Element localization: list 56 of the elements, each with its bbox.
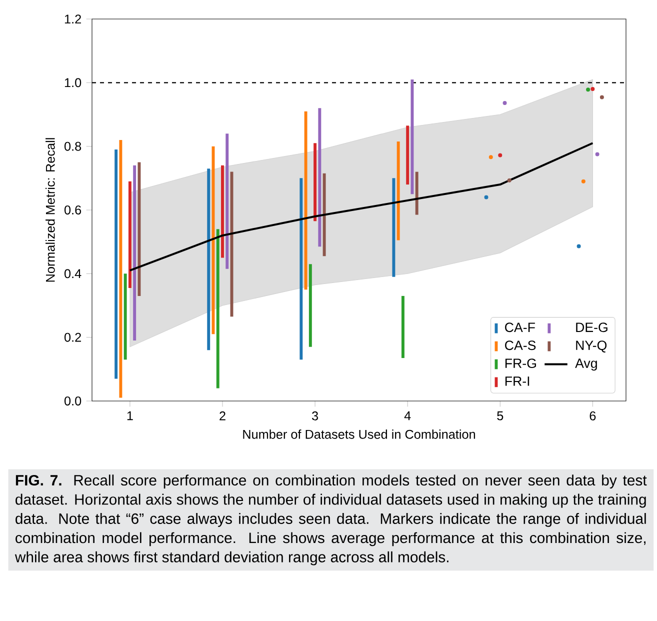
y-tick-label: 0.4 bbox=[64, 269, 82, 278]
bar bbox=[308, 264, 312, 347]
bar bbox=[124, 274, 127, 360]
point bbox=[502, 101, 507, 106]
bar bbox=[318, 108, 322, 247]
y-tick-label: 0.8 bbox=[64, 142, 82, 151]
bar bbox=[396, 142, 400, 240]
point bbox=[595, 152, 600, 156]
point bbox=[590, 87, 595, 92]
x-tick-label: 4 bbox=[404, 411, 411, 420]
bar bbox=[304, 111, 308, 290]
bar bbox=[221, 165, 224, 258]
bar bbox=[128, 181, 132, 288]
legend-label: FR-G bbox=[505, 358, 536, 368]
legend-label: DE-G bbox=[576, 322, 608, 332]
bar bbox=[415, 172, 418, 215]
point bbox=[600, 95, 604, 100]
point bbox=[581, 179, 586, 184]
bar bbox=[114, 150, 118, 379]
bar bbox=[216, 229, 220, 388]
y-tick-label: 1.2 bbox=[64, 14, 81, 24]
point bbox=[507, 178, 512, 182]
text: FIG. 7. Recall score performance on combination models tested on never seen data by test dataset. Horizontal axis shows the number of individual datasets used in making up the training data. Note that “6” case always includes seen data. Markers indicate the range of individual combination model performance. Line shows average performance at this combination size, while area shows first standard deviation range across all models. bbox=[14, 474, 647, 566]
point bbox=[576, 244, 581, 248]
bar bbox=[401, 296, 404, 358]
point bbox=[498, 153, 502, 158]
x-axis-title: Number of Datasets Used in Combination bbox=[243, 430, 476, 439]
y-tick-label: 0.2 bbox=[64, 332, 81, 342]
y-axis-title: Normalized Metric: Recall bbox=[46, 138, 55, 282]
bar bbox=[300, 178, 303, 360]
x-tick-label: 6 bbox=[590, 411, 596, 420]
point bbox=[488, 155, 493, 160]
bar bbox=[207, 168, 210, 350]
x-tick-label: 2 bbox=[220, 411, 226, 420]
y-tick-label: 0.6 bbox=[64, 206, 82, 214]
bar bbox=[410, 79, 414, 194]
bar bbox=[392, 178, 396, 277]
bar bbox=[322, 173, 326, 256]
legend-label: NY-Q bbox=[576, 340, 607, 352]
point bbox=[586, 88, 590, 92]
x-tick-label: 3 bbox=[312, 411, 318, 420]
y-tick-label: 0.0 bbox=[64, 396, 82, 406]
legend-label: CA-F bbox=[505, 322, 535, 332]
bar bbox=[314, 143, 317, 222]
bar bbox=[226, 134, 229, 269]
legend-label: FR-I bbox=[505, 376, 530, 386]
x-tick-label: 5 bbox=[497, 411, 504, 420]
y-tick-label: 1.0 bbox=[64, 78, 82, 88]
bar bbox=[133, 165, 136, 341]
legend-label: CA-S bbox=[505, 340, 536, 350]
bar bbox=[406, 126, 410, 185]
bar bbox=[138, 162, 141, 296]
point bbox=[484, 195, 488, 200]
legend-label: Avg bbox=[575, 358, 597, 371]
x-tick-label: 1 bbox=[127, 411, 133, 420]
bar bbox=[119, 140, 122, 398]
